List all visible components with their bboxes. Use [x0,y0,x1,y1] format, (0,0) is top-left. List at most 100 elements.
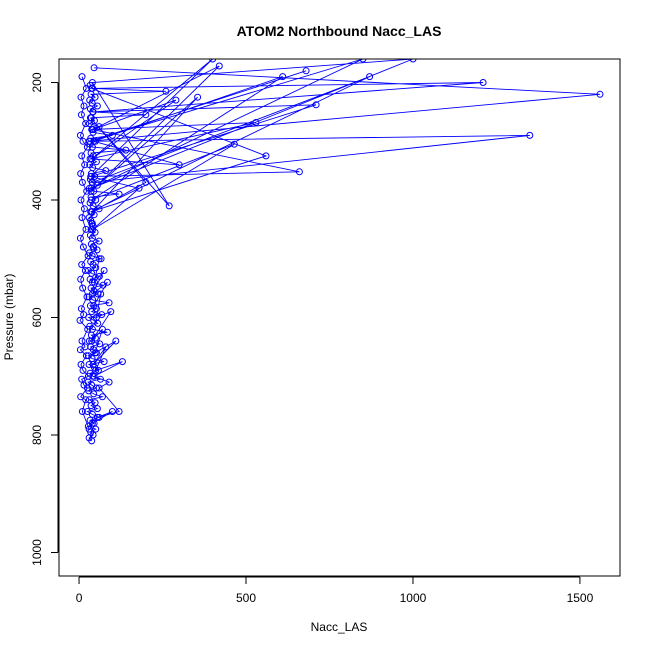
data-point [89,225,97,233]
data-point [209,59,217,63]
data-traces [76,59,604,445]
x-tick-label: 500 [236,591,256,605]
data-point [88,410,96,418]
data-point [409,59,417,63]
data-point [100,267,108,274]
data-point [78,337,86,345]
data-point [95,237,103,245]
data-point [88,337,96,345]
data-point [95,255,103,263]
data-point [142,111,150,119]
data-point [103,278,111,286]
data-point [252,119,260,126]
y-axis-label: Pressure (mbar) [2,274,16,361]
data-point [82,352,90,360]
data-point [88,290,96,298]
data-point [78,408,86,415]
data-point [230,140,238,148]
data-point [83,293,91,301]
data-point [81,267,89,274]
x-axis-label: Nacc_LAS [311,620,368,634]
data-point [85,337,93,345]
series-4 [76,73,93,433]
data-point [97,255,105,263]
series-line [91,246,123,424]
data-point [78,375,86,383]
data-point [79,137,87,145]
data-point [80,311,88,319]
data-point [95,384,103,392]
data-point [107,308,115,316]
data-point [84,352,92,360]
data-point [90,137,98,145]
data-point [88,419,96,427]
data-point [526,131,534,139]
data-point [85,396,93,404]
data-point [96,340,104,348]
x-axis: 0 500 1000 1500 [76,576,594,605]
data-point [88,79,96,86]
data-point [83,408,91,415]
data-point [77,361,85,368]
data-point [78,261,86,269]
data-point [86,302,94,310]
data-point [105,378,113,386]
data-point [85,361,93,368]
data-point [93,405,101,413]
data-point [103,328,111,336]
data-point [80,102,88,110]
data-point [172,96,180,104]
data-point [91,349,99,357]
data-point [77,275,85,283]
data-point [97,290,105,298]
data-point [88,208,96,216]
data-point [84,325,92,333]
data-point [89,243,97,251]
data-point [135,184,143,192]
data-point [77,170,85,178]
data-point [108,408,116,415]
data-point [479,79,487,86]
data-point [87,196,95,204]
y-tick-label: 200 [30,72,44,92]
data-point [77,393,85,401]
data-point [118,358,126,366]
data-point [79,284,87,292]
data-point [115,408,123,415]
data-point [76,316,84,324]
data-point [78,152,86,160]
data-point [77,93,85,101]
data-point [82,120,90,128]
data-point [165,202,173,210]
data-point [79,243,87,251]
data-point [90,278,98,286]
data-point [78,214,86,222]
data-point [84,252,92,260]
data-point [112,337,120,345]
data-point [76,131,84,139]
data-point [142,178,150,186]
data-point [194,93,202,101]
data-point [92,314,100,321]
data-point [80,381,88,389]
data-point [87,187,95,195]
data-point [82,396,90,404]
y-tick-label: 600 [30,307,44,327]
data-point [82,84,90,92]
data-point [87,173,95,180]
data-point [89,108,97,116]
data-point [90,302,98,310]
data-point [77,111,85,119]
data-point [80,205,88,213]
data-point [77,305,85,313]
x-tick-label: 1000 [400,591,427,605]
x-tick-label: 1500 [567,591,594,605]
data-point [85,314,93,321]
data-point [91,399,99,407]
series-5 [88,243,126,427]
y-tick-label: 800 [30,425,44,445]
data-point [76,234,84,242]
data-point [215,62,223,70]
data-point [175,161,183,169]
